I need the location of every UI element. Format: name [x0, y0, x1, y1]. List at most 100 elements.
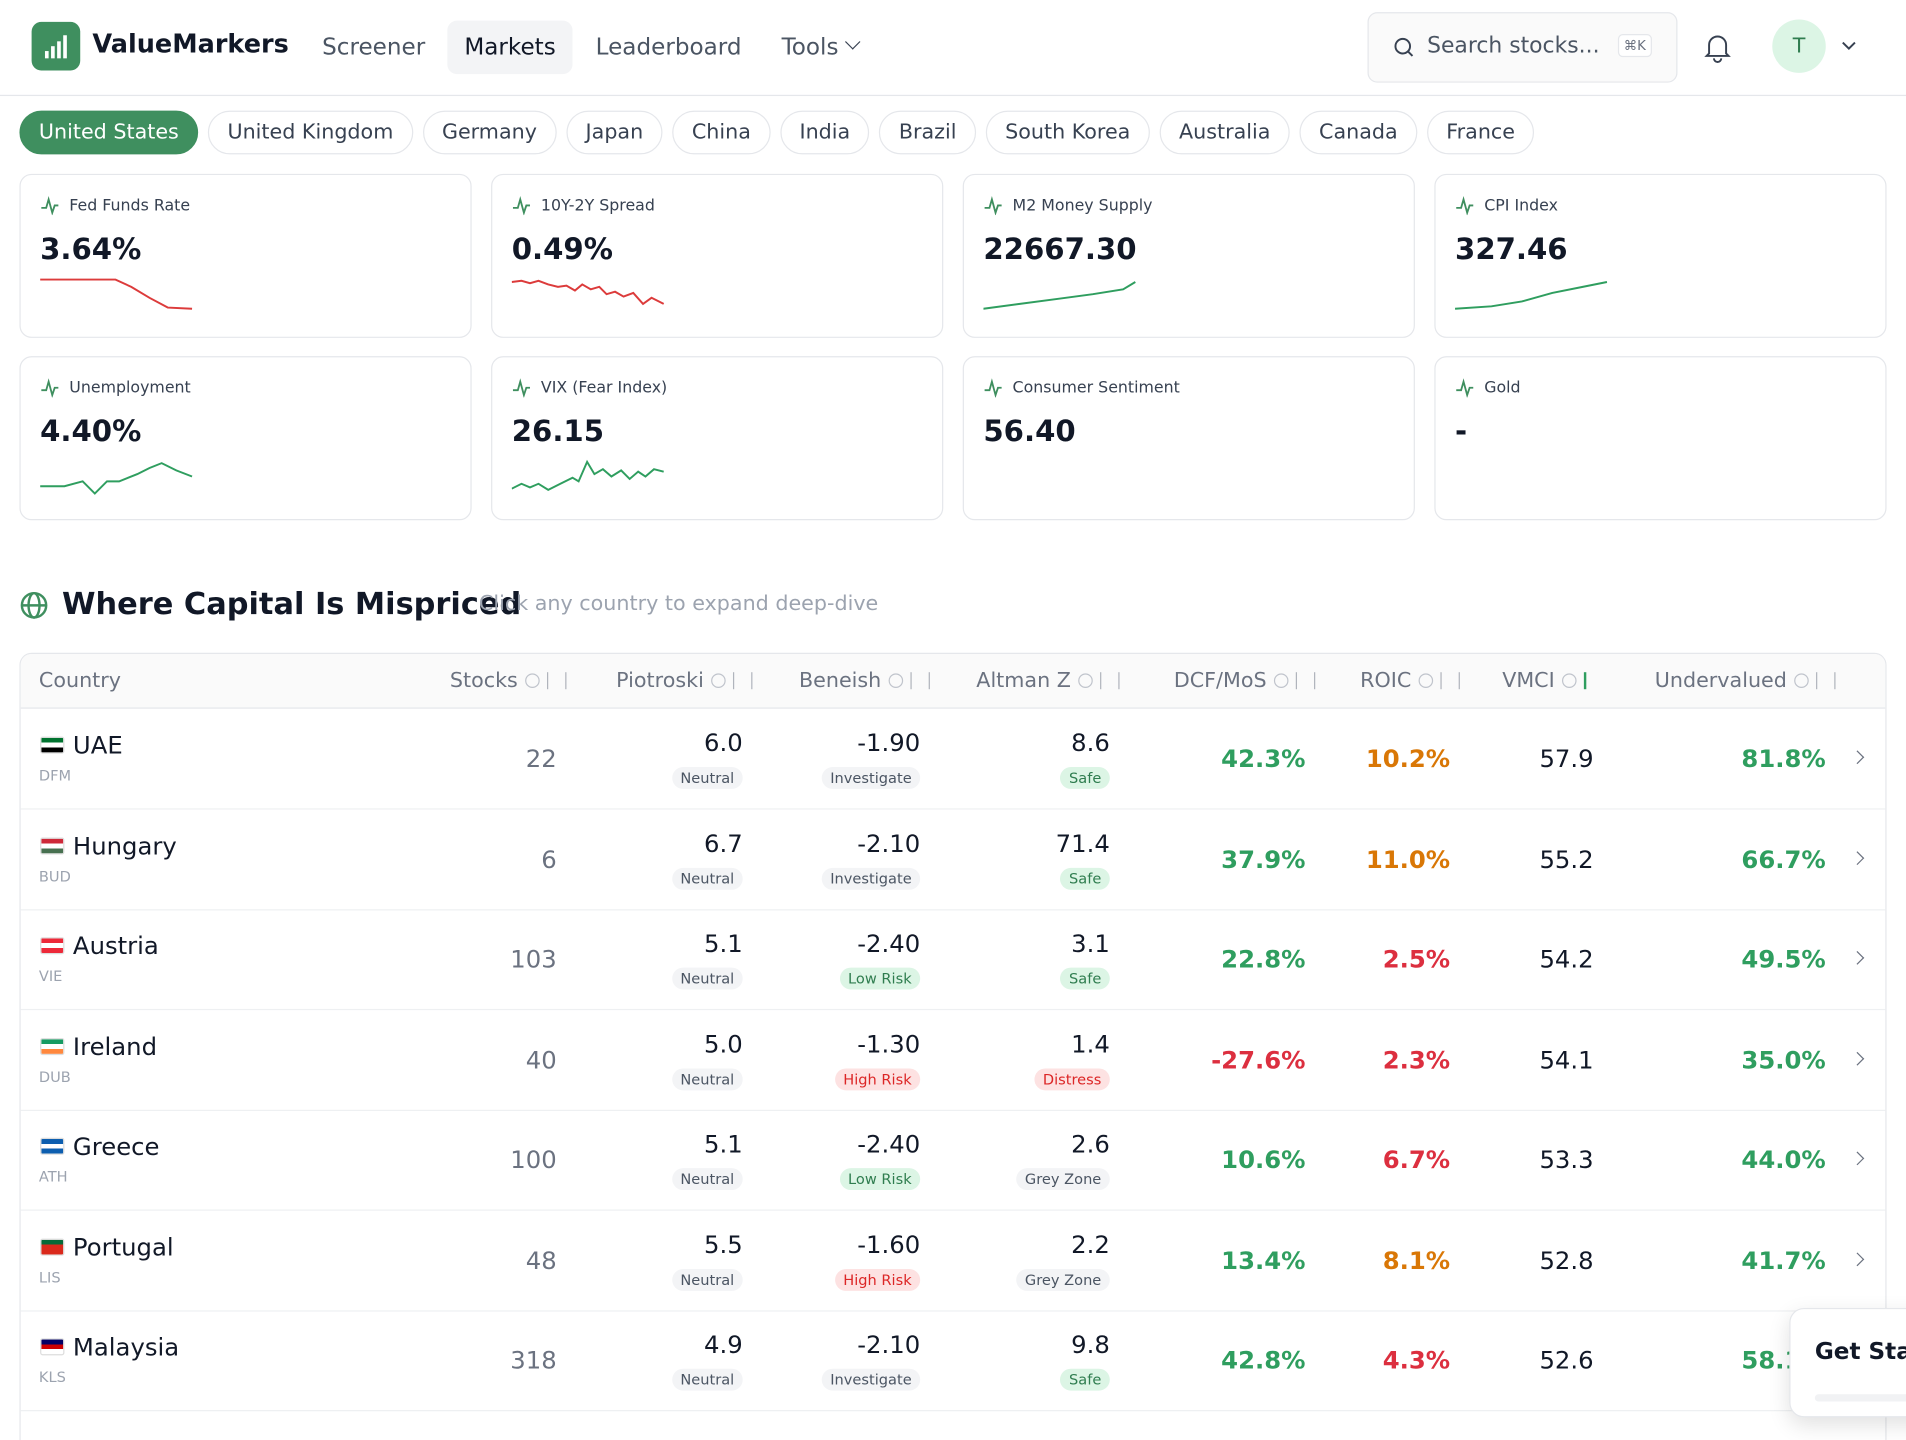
column-header[interactable]: DCF/MoS: [1174, 669, 1316, 693]
vmci: 53.3: [1539, 1145, 1594, 1175]
column-header[interactable]: VMCI: [1502, 669, 1603, 693]
column-header[interactable]: ROIC: [1360, 669, 1460, 693]
metric-card: Fed Funds Rate 3.64%: [19, 173, 472, 338]
beneish-tag: Investigate: [821, 867, 921, 890]
dcf-mos: 10.6%: [1221, 1145, 1306, 1175]
metric-value: 22667.30: [983, 232, 1137, 267]
beneish-tag: Investigate: [821, 767, 921, 789]
expand-chevron[interactable]: [1850, 1251, 1865, 1266]
country-tab[interactable]: China: [672, 110, 771, 155]
account-menu[interactable]: [1840, 40, 1857, 52]
get-started-popup[interactable]: Get Started: [1789, 1307, 1906, 1418]
shortcut: ⌘K: [1617, 34, 1652, 58]
table-row[interactable]: Austria VIE 103 5.1 Neutral -2.40 Low Risk 3.1 S…: [20, 909, 1886, 1011]
table-row[interactable]: Portugal LIS 48 5.5 Neutral -1.60 High Risk 2.2…: [20, 1210, 1886, 1311]
country-tabs: United States United Kingdom Germany Japan C…: [19, 110, 1535, 155]
beneish-tag: Low Risk: [839, 967, 921, 990]
column-header[interactable]: Piotroski: [616, 668, 753, 693]
nav-link[interactable]: Screener: [322, 34, 426, 61]
info-icon: [1561, 673, 1577, 689]
table-row[interactable]: Greece ATH 100 5.1 Neutral -2.40 Low Risk 2.6 Gr…: [20, 1110, 1886, 1211]
stocks: 40: [525, 1044, 557, 1074]
piotroski-tag: Neutral: [671, 767, 743, 789]
piotroski-tag: Neutral: [671, 1268, 743, 1291]
column-header[interactable]: Altman Z: [976, 669, 1120, 693]
exchange: LIS: [38, 1268, 61, 1286]
flag: [40, 836, 65, 854]
sort-icon: [1583, 672, 1603, 690]
country-tab[interactable]: Australia: [1159, 110, 1290, 155]
roic: 4.3%: [1382, 1345, 1451, 1375]
country-tab[interactable]: India: [780, 110, 870, 155]
undervalued: 66.7%: [1741, 844, 1826, 874]
table-row[interactable]: Malaysia KLS 318 4.9 Neutral -2.10 Investigate…: [20, 1310, 1886, 1412]
metric-icon: [984, 195, 1002, 216]
country-tab[interactable]: United States: [19, 110, 199, 155]
sparkline: [983, 281, 1136, 310]
dcf-mos: 42.3%: [1221, 743, 1306, 774]
metric-value: 0.49%: [511, 232, 613, 267]
metric-label: M2 Money Supply: [1012, 196, 1153, 216]
table-row[interactable]: Hungary BUD 6 6.7 Neutral -2.10 Investigate 71.…: [20, 809, 1886, 910]
logo[interactable]: [31, 21, 81, 71]
beneish: -1.30: [857, 1028, 921, 1059]
metric-card: 10Y-2Y Spread 0.49%: [491, 173, 944, 338]
country-name: Ireland: [72, 1031, 158, 1061]
avatar[interactable]: T: [1772, 19, 1826, 73]
roic: 10.2%: [1365, 743, 1451, 774]
expand-chevron[interactable]: [1850, 850, 1865, 865]
country-tab[interactable]: France: [1426, 110, 1535, 155]
expand-chevron[interactable]: [1850, 1051, 1865, 1066]
column-header[interactable]: Beneish: [799, 669, 930, 693]
undervalued: 49.5%: [1741, 944, 1826, 974]
search-box[interactable]: Search stocks... ⌘K: [1367, 12, 1678, 83]
exchange: DFM: [38, 767, 72, 785]
header-text: Piotroski: [616, 668, 704, 693]
country-name: Portugal: [72, 1231, 174, 1262]
dcf-mos: 22.8%: [1221, 944, 1306, 974]
country-tab[interactable]: Brazil: [879, 110, 976, 155]
header-text: Stocks: [449, 668, 518, 693]
nav-link[interactable]: Tools: [781, 34, 839, 61]
sort-icon: [547, 672, 567, 690]
header-text: Country: [38, 668, 122, 693]
metric-icon: [1456, 195, 1474, 216]
country-tab[interactable]: South Korea: [985, 110, 1150, 155]
country-tab[interactable]: United Kingdom: [208, 110, 413, 155]
exchange: BUD: [38, 867, 71, 885]
roic: 8.1%: [1382, 1245, 1451, 1275]
sparkline: [1455, 281, 1608, 310]
vmci: 54.1: [1539, 1044, 1594, 1074]
header-text: ROIC: [1360, 668, 1412, 693]
country-tab[interactable]: Canada: [1299, 110, 1418, 155]
table-row[interactable]: UAE DFM 22 6.0 Neutral -1.90 Investigate 8.6 Saf…: [20, 709, 1886, 810]
country-tab[interactable]: Germany: [422, 110, 557, 155]
navbar: ValueMarkers Screener Markets Leaderboard T…: [0, 0, 1906, 97]
column-header[interactable]: Undervalued: [1655, 669, 1836, 693]
notifications[interactable]: [1703, 32, 1732, 64]
metric-icon: [41, 378, 59, 398]
nav-link[interactable]: Leaderboard: [595, 34, 742, 61]
exchange: VIE: [38, 967, 63, 985]
info-icon: [888, 673, 904, 689]
popup-title: Get Started: [1814, 1338, 1906, 1366]
sort-icon: [910, 672, 930, 690]
header-text: Undervalued: [1654, 668, 1787, 693]
brand[interactable]: ValueMarkers: [92, 29, 289, 59]
expand-chevron[interactable]: [1850, 750, 1865, 765]
vmci: 52.8: [1539, 1245, 1594, 1275]
table-row[interactable]: Ireland DUB 40 5.0 Neutral -1.30 High Risk 1.4 D…: [20, 1010, 1886, 1111]
info-icon: [1794, 673, 1809, 689]
column-header[interactable]: Stocks: [450, 669, 567, 693]
altman-tag: Safe: [1060, 867, 1110, 890]
nav-link[interactable]: Markets: [447, 20, 573, 75]
altman-tag: Safe: [1060, 1368, 1110, 1391]
expand-chevron[interactable]: [1850, 1151, 1865, 1166]
flag: [40, 1338, 65, 1356]
expand-chevron[interactable]: [1850, 950, 1865, 965]
sort-icon: [1816, 672, 1836, 690]
piotroski-tag: Neutral: [671, 1368, 743, 1391]
piotroski-tag: Neutral: [671, 967, 743, 990]
table-header: Country Stocks Piotroski Beneish Altman Z DCF…: [20, 653, 1886, 709]
country-tab[interactable]: Japan: [566, 110, 663, 155]
